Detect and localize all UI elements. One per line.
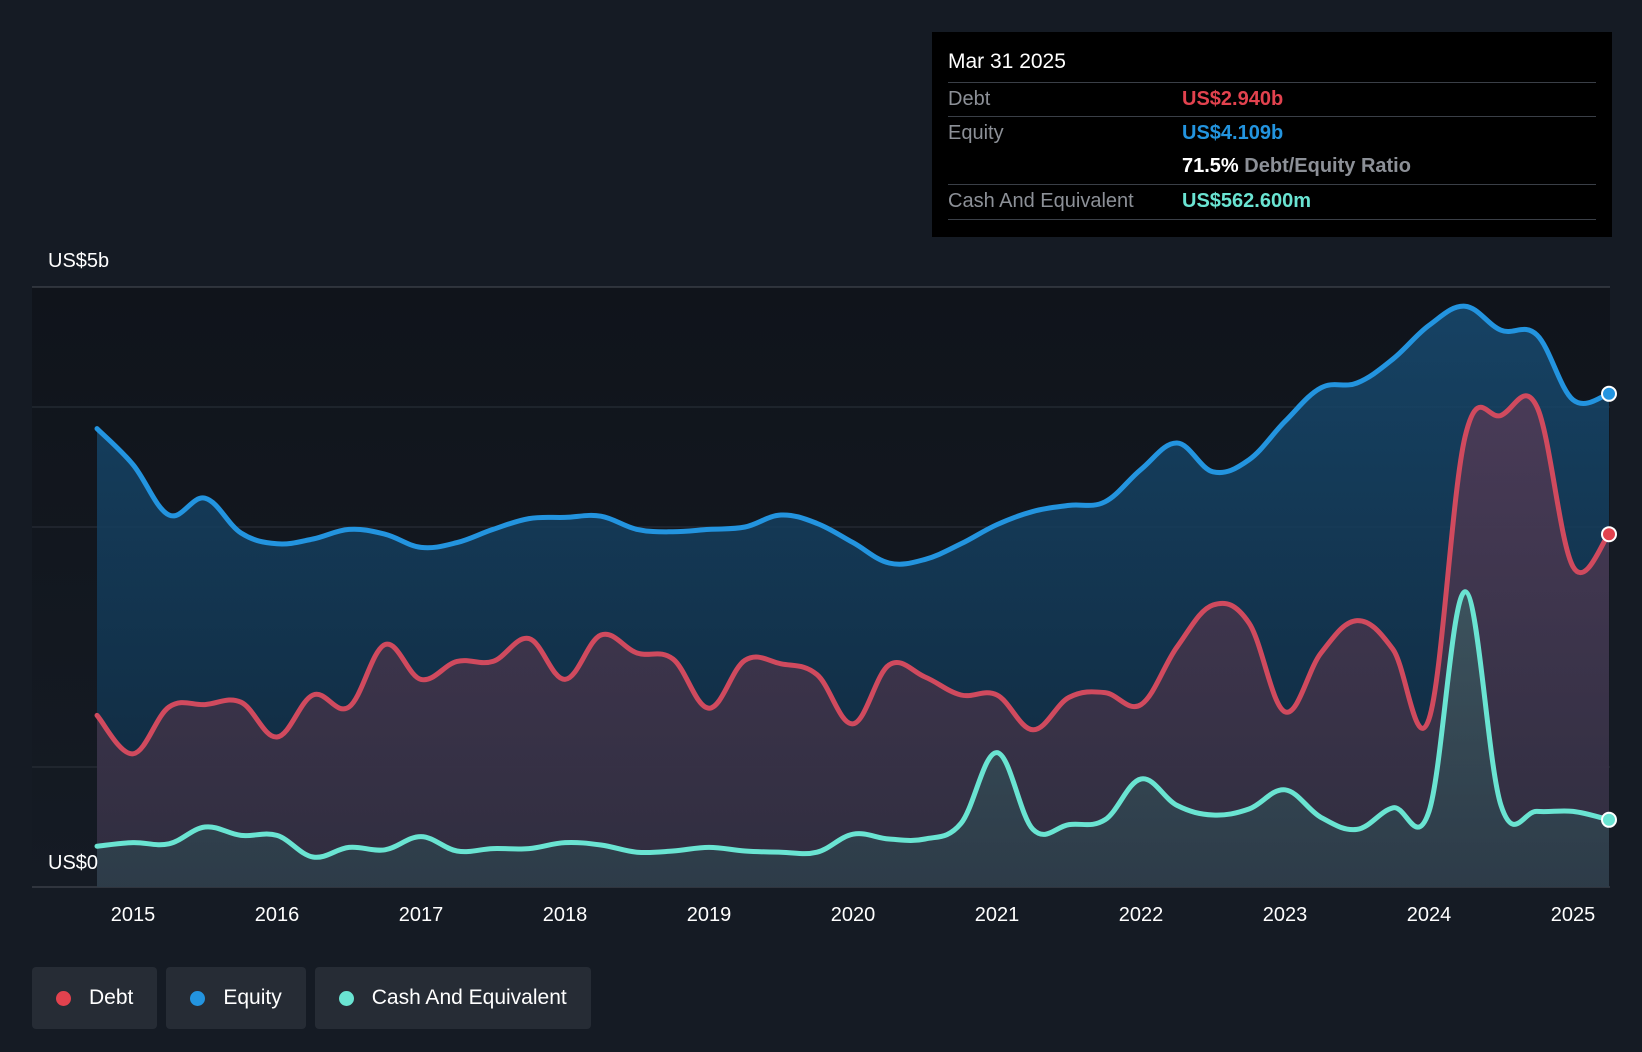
x-tick-label: 2017 <box>399 904 444 926</box>
tooltip-ratio-label: Debt/Equity Ratio <box>1244 155 1411 177</box>
x-tick-label: 2025 <box>1551 904 1596 926</box>
x-tick-label: 2020 <box>831 904 876 926</box>
legend-debt-label: Debt <box>89 986 134 1009</box>
tooltip-date: Mar 31 2025 <box>948 50 1066 73</box>
x-tick-label: 2021 <box>975 904 1020 926</box>
x-tick-label: 2023 <box>1263 904 1308 926</box>
x-tick-label: 2018 <box>543 904 588 926</box>
tooltip-cash-value: US$562.600m <box>1182 190 1311 212</box>
tooltip-panel: Mar 31 2025 Debt US$2.940b Equity US$4.1… <box>932 32 1612 237</box>
tooltip-equity-value: US$4.109b <box>1182 122 1284 144</box>
x-tick-label: 2019 <box>687 904 732 926</box>
y-axis-max-label: US$5b <box>48 250 110 272</box>
legend-item-cash[interactable]: Cash And Equivalent <box>314 967 591 1029</box>
legend-cash-label: Cash And Equivalent <box>371 986 567 1009</box>
x-tick-label: 2015 <box>111 904 156 926</box>
equity-end-marker <box>1601 385 1617 402</box>
tooltip-ratio-value: 71.5% <box>1182 155 1239 177</box>
x-tick-label: 2024 <box>1407 904 1452 926</box>
tooltip-debt-value: US$2.940b <box>1182 88 1284 110</box>
cash-dot-icon <box>338 990 354 1006</box>
cash-end-marker <box>1601 811 1617 828</box>
tooltip-row-equity: Equity US$4.109b <box>948 116 1596 151</box>
equity-line <box>94 303 1612 567</box>
legend-equity-label: Equity <box>223 986 282 1009</box>
equity-dot-icon <box>190 990 206 1006</box>
y-axis-min-label: US$0 <box>48 852 99 874</box>
x-tick-label: 2016 <box>255 904 300 926</box>
debt-line <box>94 393 1612 757</box>
debt-area <box>97 395 1609 887</box>
tooltip-debt-label: Debt <box>948 88 991 110</box>
cash-line <box>94 589 1612 860</box>
legend: Debt Equity Cash And Equivalent <box>32 967 591 1029</box>
x-tick-label: 2022 <box>1119 904 1164 926</box>
debt-dot-icon <box>56 990 71 1006</box>
legend-item-debt[interactable]: Debt <box>32 967 158 1029</box>
tooltip-row-debt: Debt US$2.940b <box>948 82 1596 117</box>
tooltip-row-cash: Cash And Equivalent US$562.600m <box>948 184 1596 220</box>
tooltip-ratio: 71.5% Debt/Equity Ratio <box>1182 155 1411 178</box>
tooltip-equity-label: Equity <box>948 122 1004 144</box>
debt-end-marker <box>1601 526 1617 543</box>
tooltip-cash-label: Cash And Equivalent <box>948 190 1134 212</box>
legend-item-equity[interactable]: Equity <box>166 967 306 1029</box>
tooltip-row-ratio: 71.5% Debt/Equity Ratio <box>948 150 1596 184</box>
